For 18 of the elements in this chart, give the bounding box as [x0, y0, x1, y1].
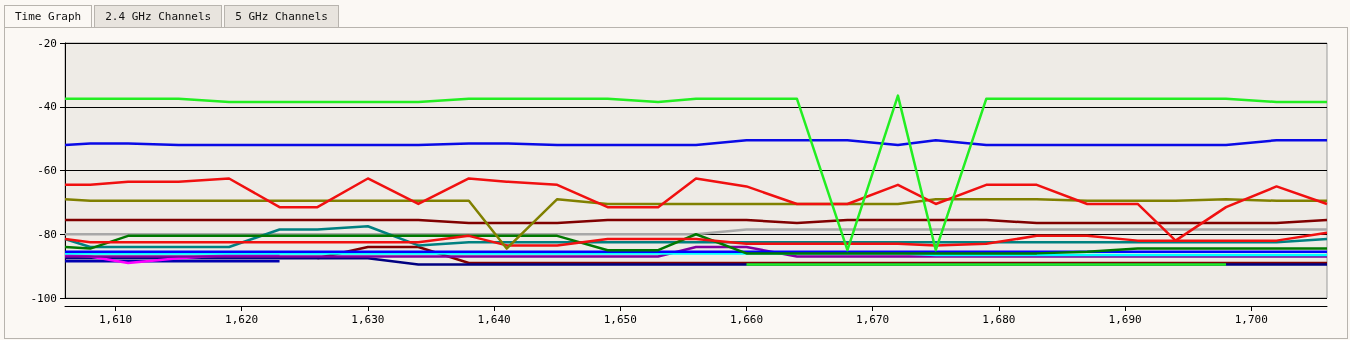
x-tick-label: 1,670: [856, 313, 890, 326]
x-tick-label: 1,650: [603, 313, 637, 326]
y-tick-label: -20: [37, 36, 57, 50]
x-tick-label: 1,690: [1108, 313, 1142, 326]
x-tick-label: 1,640: [477, 313, 511, 326]
x-tick-label: 1,660: [729, 313, 764, 326]
x-tick-label: 1,630: [351, 313, 385, 326]
text: 2.4 GHz Channels: [94, 5, 223, 27]
text: 5 GHz Channels: [224, 5, 339, 27]
x-tick-label: 1,610: [98, 313, 133, 326]
x-tick-label: 1,620: [225, 313, 259, 326]
x-tick-label: 1,680: [982, 313, 1016, 326]
y-tick-label: -40: [37, 100, 57, 114]
y-tick-label: -100: [30, 291, 57, 305]
x-tick-label: 1,700: [1234, 313, 1268, 326]
y-tick-label: -80: [37, 227, 57, 241]
y-tick-label: -60: [37, 164, 57, 177]
text: Time Graph: [4, 5, 93, 27]
